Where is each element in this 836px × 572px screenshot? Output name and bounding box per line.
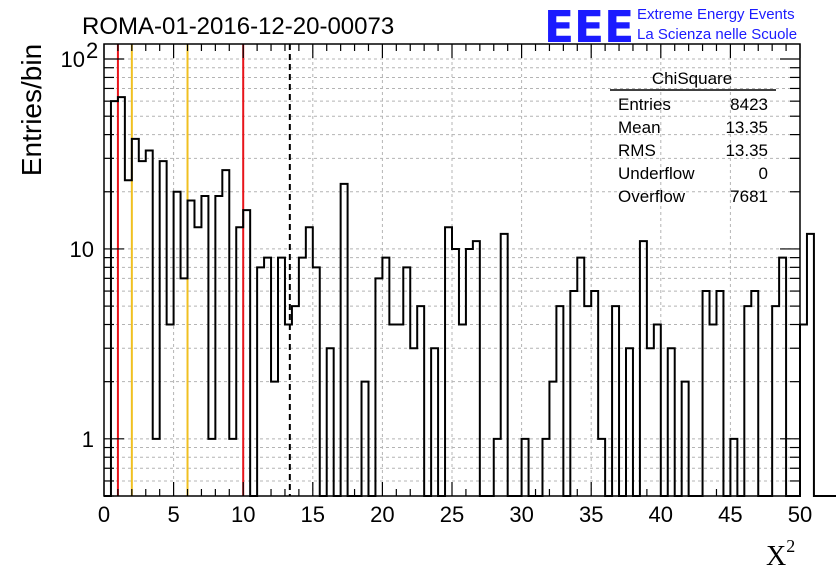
- stats-label: RMS: [618, 141, 656, 160]
- stats-box: ChiSquare Entries 8423 Mean 13.35 RMS 13.35 Un…: [610, 69, 776, 206]
- x-axis-label-main: X: [766, 541, 786, 572]
- stats-label: Entries: [618, 95, 671, 114]
- stats-name: ChiSquare: [652, 69, 732, 88]
- logo-line-2: La Scienza nelle Scuole: [637, 26, 797, 43]
- eee-logo: EEE Extreme Energy Events La Scienza nel…: [544, 2, 797, 53]
- stats-value: 13.35: [725, 141, 768, 160]
- x-tick-label: 40: [649, 502, 673, 527]
- stats-label: Mean: [618, 118, 661, 137]
- x-tick-labels: 0 5 10 15 20 25 30 35 40 45 50: [98, 502, 812, 527]
- grid-lines: [104, 44, 800, 496]
- x-tick-label: 0: [98, 502, 110, 527]
- stats-value: 0: [759, 164, 768, 183]
- stats-label: Overflow: [618, 187, 686, 206]
- axis-ticks: [103, 44, 801, 497]
- reference-lines: [116, 44, 291, 496]
- stats-value: 7681: [730, 187, 768, 206]
- x-tick-label: 15: [301, 502, 325, 527]
- stats-value: 13.35: [725, 118, 768, 137]
- stats-value: 8423: [730, 95, 768, 114]
- logo-line-1: Extreme Energy Events: [637, 6, 795, 23]
- x-tick-label: 20: [370, 502, 394, 527]
- chart-title: ROMA-01-2016-12-20-00073: [82, 13, 394, 40]
- x-tick-label: 45: [718, 502, 742, 527]
- x-tick-label: 30: [509, 502, 533, 527]
- y-tick-label: 10: [70, 237, 94, 262]
- y-tick-label: 1: [82, 427, 94, 452]
- x-tick-label: 10: [231, 502, 255, 527]
- y-tick-label-exponent: 2: [86, 38, 98, 63]
- y-axis-label: Entries/bin: [16, 44, 47, 176]
- x-tick-label: 35: [579, 502, 603, 527]
- x-axis-label: X2: [766, 536, 795, 572]
- stats-label: Underflow: [618, 164, 695, 183]
- y-tick-label: 10: [61, 47, 85, 72]
- logo-mark: EEE: [544, 2, 634, 53]
- x-axis-label-sup: 2: [786, 536, 795, 556]
- x-tick-label: 50: [788, 502, 812, 527]
- histogram-outline: [104, 96, 836, 497]
- x-tick-label: 25: [440, 502, 464, 527]
- x-tick-label: 5: [167, 502, 179, 527]
